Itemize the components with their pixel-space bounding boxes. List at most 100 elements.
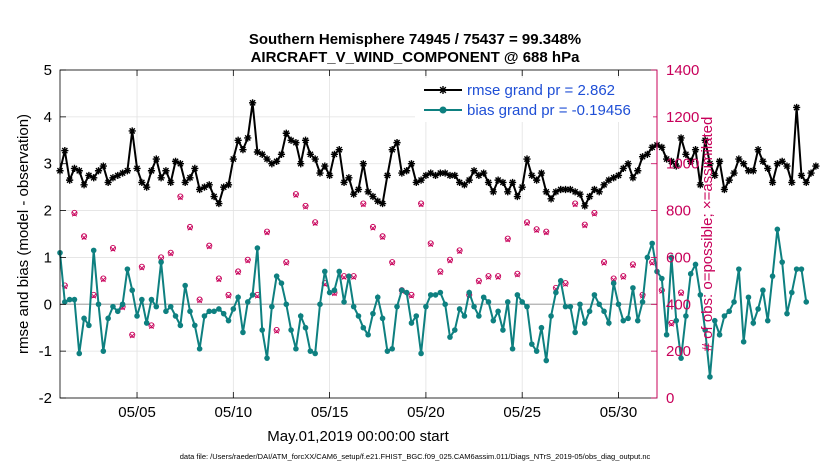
rmse-point xyxy=(378,199,387,208)
rmse-point xyxy=(634,167,642,175)
bias-point xyxy=(264,355,270,361)
rmse-point xyxy=(85,171,93,180)
obs-assimilated-point xyxy=(341,274,347,280)
bias-point xyxy=(90,247,97,254)
rmse-point xyxy=(369,192,377,201)
rmse-point xyxy=(167,178,175,187)
y-tick-label: 5 xyxy=(44,62,52,79)
rmse-point xyxy=(200,183,209,191)
rmse-point xyxy=(224,181,233,189)
bias-series xyxy=(57,226,810,380)
bias-point xyxy=(509,346,516,352)
rmse-point xyxy=(311,155,319,163)
bias-point xyxy=(134,313,140,319)
obs-possible-point xyxy=(273,327,280,334)
rmse-point xyxy=(610,174,618,182)
y-right-tick-label: 1400 xyxy=(666,62,699,79)
x-tick-label: 05/25 xyxy=(503,404,541,421)
rmse-point xyxy=(778,157,786,165)
bias-point xyxy=(562,303,569,310)
bias-point xyxy=(485,299,492,305)
bias-point xyxy=(172,313,179,319)
obs-assimilated-point xyxy=(197,298,203,304)
bias-point xyxy=(302,324,309,331)
rmse-point xyxy=(316,169,324,177)
obs-possible-point xyxy=(408,291,415,298)
obs-assimilated-point xyxy=(524,220,530,226)
obs-assimilated-point xyxy=(235,270,241,276)
bias-point xyxy=(663,331,670,338)
obs-possible-point xyxy=(235,268,242,275)
bias-point xyxy=(466,289,473,296)
obs-assimilated-point xyxy=(177,195,183,201)
bias-point xyxy=(153,303,160,310)
rmse-point xyxy=(403,167,411,175)
rmse-point xyxy=(321,162,329,170)
bias-point xyxy=(524,303,530,310)
x-tick-label: 05/20 xyxy=(407,404,445,421)
rmse-point xyxy=(118,169,127,177)
rmse-point xyxy=(374,197,382,205)
bias-point xyxy=(418,350,424,357)
obs-possible-point xyxy=(167,249,174,256)
obs-possible-point xyxy=(379,233,386,240)
rmse-point xyxy=(807,169,815,177)
rmse-point xyxy=(90,174,98,182)
bias-point xyxy=(678,355,684,361)
bias-point xyxy=(100,348,107,354)
rmse-point xyxy=(518,183,526,191)
bias-point xyxy=(543,357,550,364)
rmse-point xyxy=(658,143,666,151)
bias-point xyxy=(495,308,501,315)
bias-point xyxy=(451,327,458,333)
obs-assimilated-point xyxy=(447,258,453,264)
rmse-point xyxy=(446,171,454,180)
obs-possible-point xyxy=(369,223,376,231)
bias-point xyxy=(119,301,126,308)
rmse-point xyxy=(494,176,502,184)
rmse-point xyxy=(301,136,310,144)
obs-assimilated-point xyxy=(187,225,193,231)
rmse-point xyxy=(451,171,459,180)
bias-point xyxy=(769,273,776,279)
bias-point xyxy=(341,299,347,305)
bias-point xyxy=(331,287,338,294)
obs-possible-point xyxy=(572,200,579,207)
bias-point xyxy=(692,261,699,268)
y-tick-label: 2 xyxy=(44,203,52,220)
rmse-point xyxy=(94,167,103,175)
obs-assimilated-point xyxy=(534,227,540,234)
rmse-point xyxy=(431,171,440,180)
obs-possible-point xyxy=(629,261,636,268)
rmse-point xyxy=(504,188,512,196)
bias-point xyxy=(105,315,111,322)
rmse-point xyxy=(725,176,733,184)
rmse-point xyxy=(330,150,339,158)
obs-possible-point xyxy=(504,235,511,242)
rmse-point xyxy=(720,185,729,194)
x-tick-label: 05/15 xyxy=(311,404,349,421)
obs-assimilated-point xyxy=(428,242,434,248)
rmse-point xyxy=(407,160,416,168)
rmse-point xyxy=(263,155,271,163)
rmse-point xyxy=(162,167,170,175)
bias-point xyxy=(649,240,655,247)
bias-point xyxy=(163,308,169,315)
obs-assimilated-point xyxy=(668,321,674,327)
bias-point xyxy=(750,320,757,326)
rmse-point xyxy=(523,155,531,163)
obs-possible-point xyxy=(312,219,319,226)
bias-point xyxy=(389,346,396,352)
rmse-point xyxy=(537,169,546,177)
rmse-point xyxy=(735,155,743,163)
rmse-point xyxy=(590,185,599,194)
bias-point xyxy=(596,301,603,308)
bias-point xyxy=(350,303,357,310)
bias-point xyxy=(81,315,87,322)
bias-point xyxy=(129,287,136,294)
bias-point xyxy=(317,301,323,308)
rmse-point xyxy=(292,139,300,147)
bias-point xyxy=(427,292,434,298)
obs-possible-point xyxy=(244,256,251,263)
bias-point xyxy=(514,292,521,298)
